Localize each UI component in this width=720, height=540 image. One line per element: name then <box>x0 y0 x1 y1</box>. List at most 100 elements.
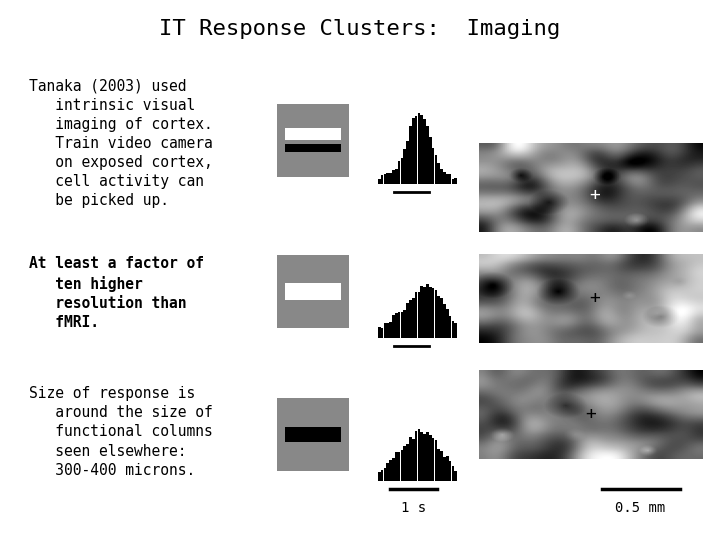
Bar <box>277 255 349 328</box>
Bar <box>390 173 392 184</box>
Bar <box>415 430 418 481</box>
Text: +: + <box>585 406 596 423</box>
Bar <box>412 118 415 184</box>
Bar <box>378 179 381 184</box>
Bar <box>285 144 341 152</box>
Bar <box>384 468 387 481</box>
Bar <box>285 283 341 300</box>
Bar <box>395 313 397 338</box>
Bar <box>285 129 341 140</box>
Bar <box>406 141 409 184</box>
Bar <box>438 295 440 338</box>
Bar <box>443 305 446 338</box>
Bar <box>418 293 420 338</box>
Bar <box>449 174 451 184</box>
Bar <box>429 137 431 184</box>
Bar <box>446 456 449 481</box>
Bar <box>423 435 426 481</box>
Bar <box>395 168 397 184</box>
Bar <box>381 328 384 338</box>
Bar <box>403 446 406 481</box>
Bar <box>406 303 409 338</box>
Bar <box>390 321 392 338</box>
Bar <box>400 450 403 481</box>
Bar <box>426 284 428 338</box>
Bar <box>390 461 392 481</box>
Bar <box>438 449 440 481</box>
Bar <box>429 287 431 338</box>
Bar <box>387 323 389 338</box>
Bar <box>378 472 381 481</box>
Bar <box>438 163 440 184</box>
Bar <box>277 399 349 471</box>
Bar <box>285 428 341 442</box>
Text: At least a factor of
   ten higher
   resolution than
   fMRI.: At least a factor of ten higher resoluti… <box>29 256 204 330</box>
Bar <box>381 175 384 184</box>
Bar <box>415 292 418 338</box>
Bar <box>387 172 389 184</box>
Bar <box>454 178 457 184</box>
Bar <box>403 309 406 338</box>
Bar <box>397 161 400 184</box>
Bar <box>446 309 449 338</box>
Bar <box>412 440 415 481</box>
Bar <box>446 174 449 184</box>
Bar <box>397 453 400 481</box>
Bar <box>277 104 349 177</box>
Bar <box>440 298 443 338</box>
Bar <box>420 115 423 184</box>
Bar <box>409 300 412 338</box>
Bar <box>432 148 434 184</box>
Bar <box>384 323 387 338</box>
Bar <box>397 312 400 338</box>
Bar <box>432 288 434 338</box>
Text: +: + <box>590 289 600 307</box>
Bar <box>440 451 443 481</box>
Bar <box>400 312 403 338</box>
Text: 1 s: 1 s <box>401 501 426 515</box>
Bar <box>378 327 381 338</box>
Bar <box>387 463 389 481</box>
Bar <box>409 126 412 184</box>
Text: +: + <box>590 186 600 204</box>
Bar <box>392 315 395 338</box>
Bar <box>400 158 403 184</box>
Bar <box>432 438 434 481</box>
Bar <box>406 444 409 481</box>
Text: Tanaka (2003) used
   intrinsic visual
   imaging of cortex.
   Train video came: Tanaka (2003) used intrinsic visual imag… <box>29 78 212 208</box>
Bar <box>412 298 415 338</box>
Bar <box>454 471 457 481</box>
Bar <box>423 118 426 184</box>
Bar <box>451 179 454 184</box>
Text: Size of response is
   around the size of
   functional columns
   seen elsewher: Size of response is around the size of f… <box>29 386 212 478</box>
Bar <box>395 452 397 481</box>
Bar <box>440 169 443 184</box>
Bar <box>392 170 395 184</box>
Bar <box>435 290 437 338</box>
Bar <box>392 458 395 481</box>
Bar <box>449 462 451 481</box>
Bar <box>426 126 428 184</box>
Bar <box>443 172 446 184</box>
Bar <box>435 154 437 184</box>
Bar <box>429 435 431 481</box>
Bar <box>381 470 384 481</box>
Bar <box>449 315 451 338</box>
Bar <box>451 466 454 481</box>
Bar <box>435 440 437 481</box>
Bar <box>384 174 387 184</box>
Bar <box>415 116 418 184</box>
Bar <box>418 113 420 184</box>
Text: IT Response Clusters:  Imaging: IT Response Clusters: Imaging <box>159 19 561 39</box>
Bar <box>423 287 426 338</box>
Bar <box>409 437 412 481</box>
Bar <box>451 321 454 338</box>
Bar <box>403 149 406 184</box>
Bar <box>420 286 423 338</box>
Bar <box>443 457 446 481</box>
Bar <box>454 323 457 338</box>
Bar <box>418 429 420 481</box>
Bar <box>420 432 423 481</box>
Bar <box>426 431 428 481</box>
Text: 0.5 mm: 0.5 mm <box>616 501 666 515</box>
